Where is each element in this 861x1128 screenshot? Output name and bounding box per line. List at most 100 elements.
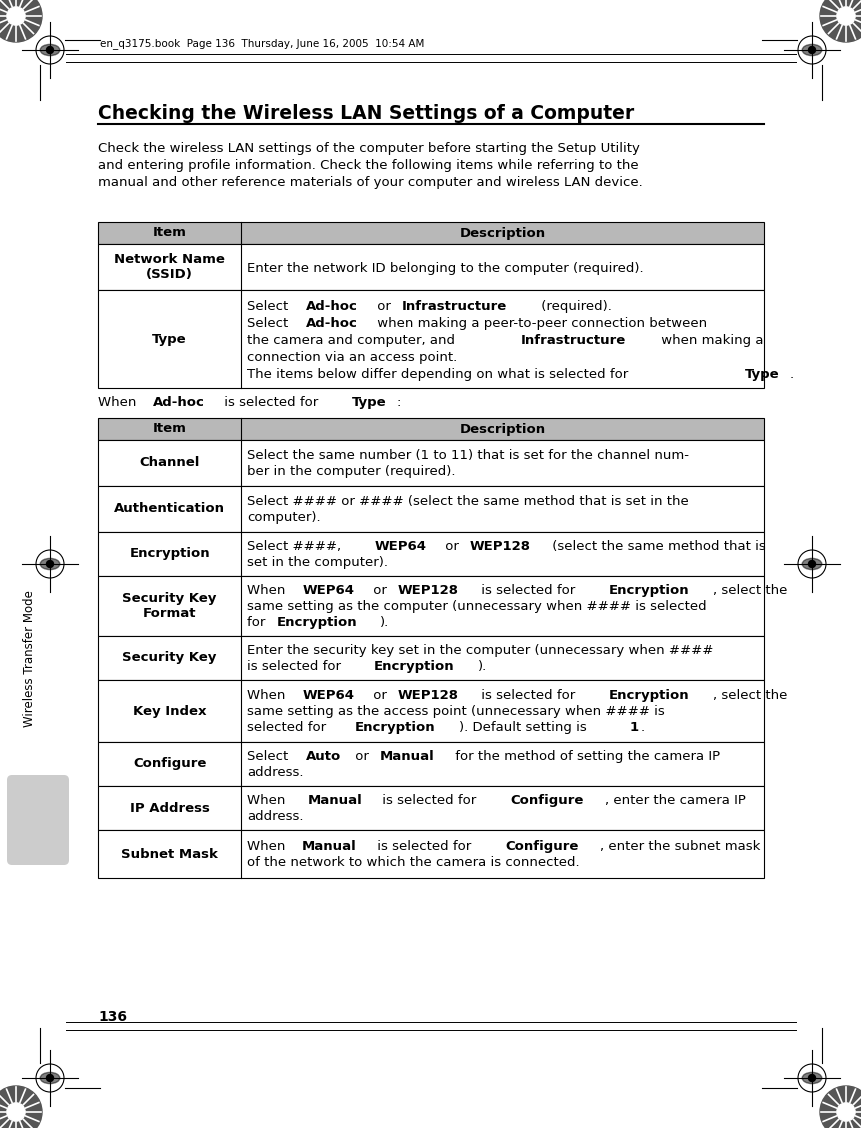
Text: Ad-hoc: Ad-hoc	[306, 317, 357, 331]
Bar	[98, 222, 763, 244]
Text: is selected for: is selected for	[476, 584, 579, 597]
Circle shape	[808, 1075, 815, 1082]
Circle shape	[46, 1075, 53, 1082]
Text: same setting as the access point (unnecessary when #### is: same setting as the access point (unnece…	[247, 705, 664, 719]
Ellipse shape	[40, 1073, 59, 1084]
Text: 136: 136	[98, 1010, 127, 1024]
Text: set in the computer).: set in the computer).	[247, 556, 387, 569]
Text: and entering profile information. Check the following items while referring to t: and entering profile information. Check …	[98, 159, 638, 171]
Text: WEP64: WEP64	[302, 689, 354, 702]
Bar	[12, 779, 64, 860]
Text: Manual: Manual	[302, 840, 356, 853]
Text: Description: Description	[459, 423, 545, 435]
Text: Checking the Wireless LAN Settings of a Computer: Checking the Wireless LAN Settings of a …	[98, 104, 634, 123]
Text: connection via an access point.: connection via an access point.	[247, 351, 457, 364]
Text: Select: Select	[247, 300, 293, 312]
Text: address.: address.	[247, 766, 303, 779]
Text: , enter the subnet mask: , enter the subnet mask	[599, 840, 759, 853]
Text: Network Name
(SSID): Network Name (SSID)	[114, 253, 225, 281]
Text: Select ####,: Select ####,	[247, 540, 345, 553]
Circle shape	[808, 561, 815, 567]
Circle shape	[819, 0, 861, 42]
Text: or: or	[441, 540, 463, 553]
Text: WEP64: WEP64	[374, 540, 425, 553]
Text: , enter the camera IP: , enter the camera IP	[604, 794, 746, 807]
Text: When: When	[247, 794, 294, 807]
Text: Check the wireless LAN settings of the computer before starting the Setup Utilit: Check the wireless LAN settings of the c…	[98, 142, 639, 155]
Text: or: or	[369, 689, 391, 702]
Text: Key Index: Key Index	[133, 705, 206, 717]
Bar	[98, 290, 763, 388]
Text: Infrastructure: Infrastructure	[520, 334, 626, 347]
Text: IP Address: IP Address	[129, 802, 209, 814]
Bar	[98, 786, 763, 830]
Text: Item: Item	[152, 227, 186, 239]
Text: 1: 1	[629, 721, 637, 734]
Text: When: When	[247, 689, 289, 702]
Bar	[98, 680, 763, 742]
Text: or: or	[351, 750, 373, 763]
Bar	[98, 636, 763, 680]
Text: Subnet Mask: Subnet Mask	[121, 847, 218, 861]
Circle shape	[836, 1103, 854, 1121]
Text: address.: address.	[247, 810, 303, 823]
Text: Ad-hoc: Ad-hoc	[152, 396, 205, 409]
Text: Enter the network ID belonging to the computer (required).: Enter the network ID belonging to the co…	[247, 262, 643, 275]
Circle shape	[46, 46, 53, 53]
Text: Select the same number (1 to 11) that is set for the channel num-: Select the same number (1 to 11) that is…	[247, 449, 689, 462]
Text: ).: ).	[478, 660, 486, 673]
Ellipse shape	[802, 558, 821, 570]
Text: Type: Type	[352, 396, 387, 409]
Text: Infrastructure: Infrastructure	[401, 300, 506, 312]
Text: Select #### or #### (select the same method that is set in the: Select #### or #### (select the same met…	[247, 495, 688, 508]
Circle shape	[46, 561, 53, 567]
Text: the camera and computer, and: the camera and computer, and	[247, 334, 459, 347]
Text: The items below differ depending on what is selected for: The items below differ depending on what…	[247, 368, 632, 381]
Text: Authentication: Authentication	[114, 502, 225, 515]
Text: for: for	[247, 616, 269, 629]
Text: When: When	[98, 396, 140, 409]
Text: Encryption: Encryption	[129, 547, 210, 561]
Text: Wireless Transfer Mode: Wireless Transfer Mode	[23, 591, 36, 728]
Text: Select: Select	[247, 317, 293, 331]
Text: Ad-hoc: Ad-hoc	[306, 300, 357, 312]
Circle shape	[0, 1086, 42, 1128]
Text: manual and other reference materials of your computer and wireless LAN device.: manual and other reference materials of …	[98, 176, 642, 190]
Text: is selected for: is selected for	[378, 794, 480, 807]
Circle shape	[836, 7, 854, 25]
Text: is selected for: is selected for	[476, 689, 579, 702]
Text: Type: Type	[744, 368, 778, 381]
Text: Encryption: Encryption	[355, 721, 435, 734]
Text: Item: Item	[152, 423, 186, 435]
FancyBboxPatch shape	[7, 775, 69, 865]
Text: Configure: Configure	[510, 794, 583, 807]
Text: :: :	[396, 396, 400, 409]
Text: Type: Type	[152, 333, 187, 345]
Text: Enter the security key set in the computer (unnecessary when ####: Enter the security key set in the comput…	[247, 644, 713, 656]
Text: when making a: when making a	[656, 334, 763, 347]
Text: WEP128: WEP128	[469, 540, 530, 553]
Text: Channel: Channel	[139, 457, 200, 469]
Text: Manual: Manual	[380, 750, 434, 763]
Bar	[98, 244, 763, 290]
Text: Security Key: Security Key	[122, 652, 216, 664]
Bar	[98, 576, 763, 636]
Text: Security Key
Format: Security Key Format	[122, 592, 216, 620]
Text: Auto: Auto	[306, 750, 341, 763]
Text: or: or	[373, 300, 394, 312]
Text: Description: Description	[459, 227, 545, 239]
Text: Configure: Configure	[505, 840, 578, 853]
Circle shape	[808, 46, 815, 53]
Bar	[98, 742, 763, 786]
Text: of the network to which the camera is connected.: of the network to which the camera is co…	[247, 856, 579, 869]
Text: .: .	[641, 721, 644, 734]
Text: computer).: computer).	[247, 511, 320, 525]
Text: Encryption: Encryption	[608, 689, 689, 702]
Bar	[98, 418, 763, 440]
Text: Configure: Configure	[133, 758, 206, 770]
Text: .: .	[789, 368, 792, 381]
Circle shape	[7, 1103, 25, 1121]
Text: WEP128: WEP128	[398, 584, 458, 597]
Text: (select the same method that is: (select the same method that is	[548, 540, 765, 553]
Text: for the method of setting the camera IP: for the method of setting the camera IP	[450, 750, 719, 763]
